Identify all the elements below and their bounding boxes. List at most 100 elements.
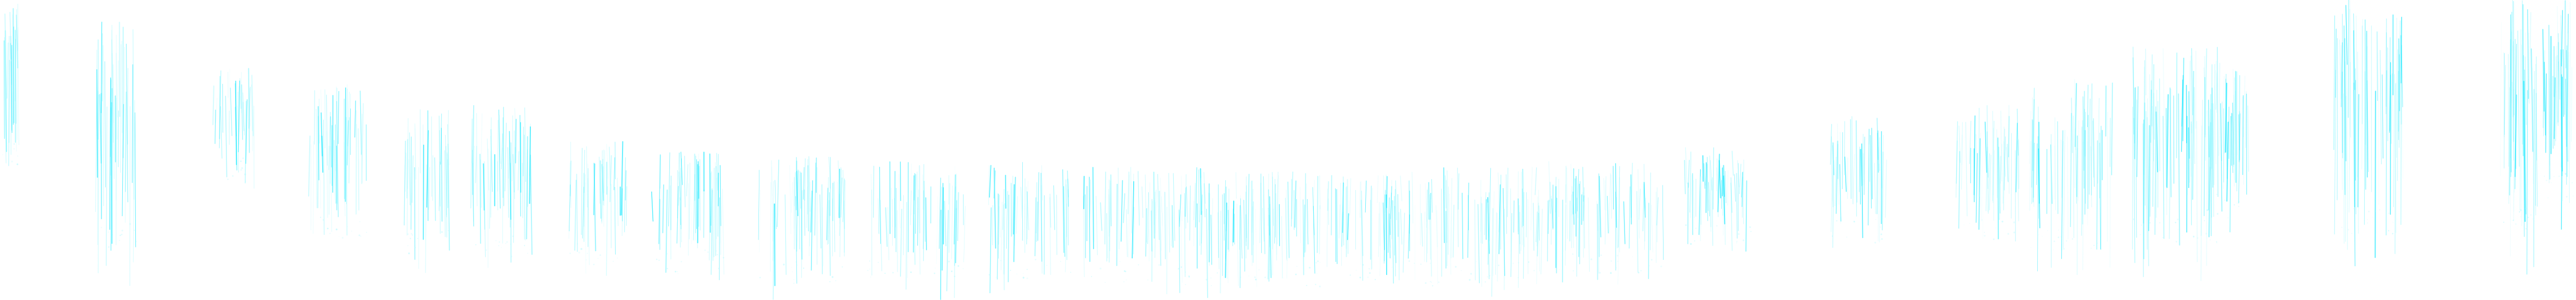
- speck: [2530, 214, 2532, 216]
- streak: [923, 190, 924, 261]
- speck: [2224, 199, 2226, 201]
- speck: [358, 234, 361, 236]
- streak: [344, 142, 346, 217]
- streak: [2377, 31, 2378, 102]
- streak: [770, 182, 771, 272]
- speck: [1158, 264, 1160, 266]
- streak: [512, 115, 513, 182]
- speck: [448, 230, 449, 231]
- streak: [1224, 193, 1226, 259]
- streak: [334, 140, 336, 204]
- streak: [1199, 178, 1202, 246]
- streak: [1522, 198, 1525, 247]
- speck: [772, 259, 775, 261]
- streak: [1225, 202, 1227, 278]
- streak: [898, 173, 900, 229]
- streak: [1575, 178, 1576, 214]
- speck: [656, 258, 658, 260]
- streak: [111, 24, 114, 123]
- streak: [2514, 70, 2516, 212]
- speck: [119, 240, 120, 241]
- speck: [2197, 237, 2199, 239]
- speck: [1881, 238, 1883, 240]
- streak: [1372, 188, 1373, 269]
- streak: [2133, 118, 2136, 264]
- streak: [1394, 189, 1396, 256]
- streak: [2339, 39, 2342, 99]
- streak: [715, 162, 717, 239]
- streak: [955, 182, 956, 228]
- speck: [108, 246, 110, 248]
- streak: [1302, 199, 1304, 276]
- cluster-16: [1547, 161, 1664, 285]
- cluster-10: [867, 161, 966, 300]
- speck: [475, 244, 477, 246]
- speck: [359, 221, 361, 222]
- speck: [121, 230, 123, 232]
- streak: [1430, 199, 1432, 277]
- speck: [1181, 266, 1182, 268]
- streak: [693, 174, 695, 241]
- streak: [2032, 97, 2034, 207]
- streak: [1395, 180, 1397, 221]
- streak: [1104, 171, 1107, 245]
- streak: [414, 123, 416, 180]
- speck: [2139, 234, 2141, 235]
- speck: [1690, 243, 1692, 245]
- streak: [1705, 162, 1707, 213]
- streak: [2548, 24, 2550, 180]
- streak: [1224, 180, 1226, 241]
- streak: [1394, 206, 1397, 264]
- streak: [1984, 121, 1987, 173]
- streak: [1036, 201, 1038, 242]
- streak: [1468, 195, 1469, 231]
- cluster-3: [212, 68, 255, 189]
- streak: [1040, 172, 1043, 262]
- streak: [2093, 118, 2095, 187]
- streak: [1598, 176, 1602, 238]
- speck: [704, 249, 706, 251]
- streak: [2033, 142, 2035, 198]
- streak: [1041, 165, 1043, 201]
- speck: [722, 257, 725, 259]
- speck: [1470, 272, 1473, 275]
- streak: [1262, 208, 1265, 242]
- streak: [710, 190, 713, 275]
- streak: [2152, 106, 2154, 161]
- streak: [225, 95, 227, 178]
- streak: [1013, 184, 1015, 235]
- streak: [1200, 194, 1203, 255]
- streak: [1613, 166, 1614, 210]
- speck: [1240, 277, 1242, 278]
- streak: [2245, 91, 2247, 148]
- speck: [441, 231, 443, 233]
- streak: [2349, 62, 2351, 213]
- streak: [1435, 205, 1438, 247]
- speck: [242, 157, 244, 159]
- streak: [1623, 201, 1626, 244]
- streak: [326, 94, 328, 166]
- streak: [1603, 178, 1605, 210]
- streak: [2191, 48, 2193, 116]
- speck: [2388, 230, 2390, 232]
- speck: [527, 253, 528, 254]
- streak: [215, 98, 218, 123]
- speck: [1255, 279, 1257, 281]
- streak: [910, 190, 912, 226]
- speck: [587, 253, 588, 254]
- speck: [1982, 219, 1983, 221]
- streak: [2238, 75, 2240, 162]
- streak: [798, 174, 802, 252]
- streak: [1020, 186, 1023, 219]
- streak: [2070, 113, 2072, 228]
- streak: [2002, 126, 2005, 204]
- streak: [1520, 171, 1523, 246]
- streak: [1168, 173, 1170, 253]
- speck: [232, 175, 234, 177]
- streak: [1861, 143, 1863, 239]
- streak: [1959, 126, 1961, 163]
- streak: [827, 177, 829, 245]
- speck: [2553, 176, 2555, 177]
- streak: [1965, 121, 1968, 217]
- streak: [621, 189, 624, 236]
